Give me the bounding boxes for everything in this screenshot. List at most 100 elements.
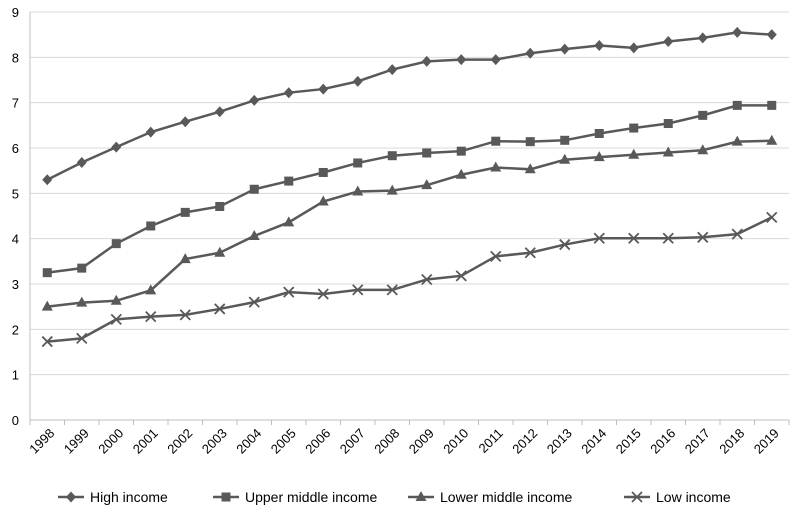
data-point: [766, 134, 778, 145]
y-axis-ticks: 0 1 2 3 4 5 6 7 8 9: [12, 5, 19, 428]
data-point: [76, 157, 87, 169]
data-point: [249, 94, 260, 106]
x-tick-label: 2012: [509, 426, 540, 457]
x-tick-label: 2018: [716, 426, 747, 457]
series-triangle: [41, 134, 778, 311]
x-tick-label: 2004: [233, 426, 264, 457]
data-point: [732, 100, 742, 110]
legend-marker: [631, 491, 643, 503]
series-group: [41, 26, 778, 348]
y-tick-label: 3: [12, 277, 19, 292]
y-tick-label: 1: [12, 368, 19, 383]
data-point: [629, 123, 639, 133]
data-point: [214, 246, 226, 257]
data-point: [593, 151, 605, 162]
data-point: [110, 313, 122, 325]
legend-marker: [221, 492, 231, 502]
data-point: [318, 167, 328, 177]
data-point: [283, 87, 294, 99]
x-tick-label: 1999: [61, 426, 92, 457]
legend-item: Low income: [624, 489, 731, 505]
legend-item: Lower middle income: [408, 489, 572, 505]
data-point: [214, 106, 225, 118]
data-point: [214, 303, 226, 315]
data-point: [593, 232, 605, 244]
data-point: [386, 284, 398, 296]
data-point: [111, 239, 121, 249]
data-point: [353, 158, 363, 168]
data-point: [41, 300, 53, 311]
data-point: [421, 179, 433, 190]
data-point: [766, 211, 778, 223]
data-point: [110, 294, 122, 305]
y-tick-label: 5: [12, 186, 19, 201]
x-tick-label: 2008: [371, 426, 402, 457]
data-point: [490, 161, 502, 172]
data-point: [697, 144, 709, 155]
data-point: [524, 247, 536, 259]
x-tick-label: 2001: [130, 426, 161, 457]
series-line: [47, 104, 772, 274]
data-point: [249, 184, 259, 194]
series-line: [47, 139, 772, 308]
data-point: [456, 146, 466, 156]
data-point: [317, 288, 329, 300]
data-point: [422, 148, 432, 158]
data-point: [283, 286, 295, 298]
legend: High income Upper middle income Lower midd…: [58, 489, 731, 505]
data-point: [559, 238, 571, 251]
x-tick-label: 2011: [475, 426, 505, 456]
x-tick-label: 2003: [199, 426, 230, 457]
data-point: [767, 100, 777, 110]
data-point: [525, 137, 535, 147]
y-tick-label: 2: [12, 322, 19, 337]
data-point: [179, 309, 191, 321]
data-point: [698, 110, 708, 120]
series-square: [42, 100, 777, 278]
x-tick-label: 2009: [406, 426, 437, 457]
data-point: [455, 168, 467, 179]
y-tick-label: 9: [12, 5, 19, 20]
x-tick-label: 2013: [544, 426, 575, 457]
data-point: [41, 335, 53, 348]
data-point: [421, 273, 433, 286]
data-point: [662, 232, 674, 244]
data-point: [731, 228, 743, 240]
data-point: [697, 32, 708, 44]
data-point: [42, 268, 52, 278]
data-point: [248, 229, 260, 240]
y-tick-label: 4: [12, 232, 19, 247]
data-point: [387, 64, 398, 76]
data-point: [456, 54, 467, 66]
series-line: [47, 216, 773, 343]
data-point: [524, 163, 536, 174]
x-tick-label: 2007: [337, 426, 368, 457]
data-point: [317, 195, 329, 206]
data-point: [697, 231, 709, 243]
data-point: [386, 184, 398, 195]
data-point: [628, 42, 639, 54]
data-point: [146, 221, 156, 231]
x-tick-label: 2017: [682, 426, 713, 457]
legend-item: Upper middle income: [213, 489, 377, 505]
data-point: [76, 296, 88, 307]
x-tick-label: 2010: [440, 426, 471, 457]
data-point: [77, 263, 87, 273]
legend-marker: [415, 491, 427, 501]
data-point: [352, 75, 363, 87]
legend-label: High income: [90, 489, 168, 505]
data-point: [352, 284, 364, 296]
data-point: [731, 135, 743, 146]
y-tick-label: 7: [12, 96, 19, 111]
data-point: [559, 43, 570, 55]
data-point: [628, 232, 640, 244]
data-point: [215, 201, 225, 211]
data-point: [283, 216, 295, 227]
axes: [29, 12, 790, 425]
series-line: [46, 31, 772, 181]
x-tick-label: 2000: [95, 426, 126, 457]
data-point: [318, 83, 329, 95]
data-point: [455, 270, 467, 282]
data-point: [766, 29, 777, 41]
